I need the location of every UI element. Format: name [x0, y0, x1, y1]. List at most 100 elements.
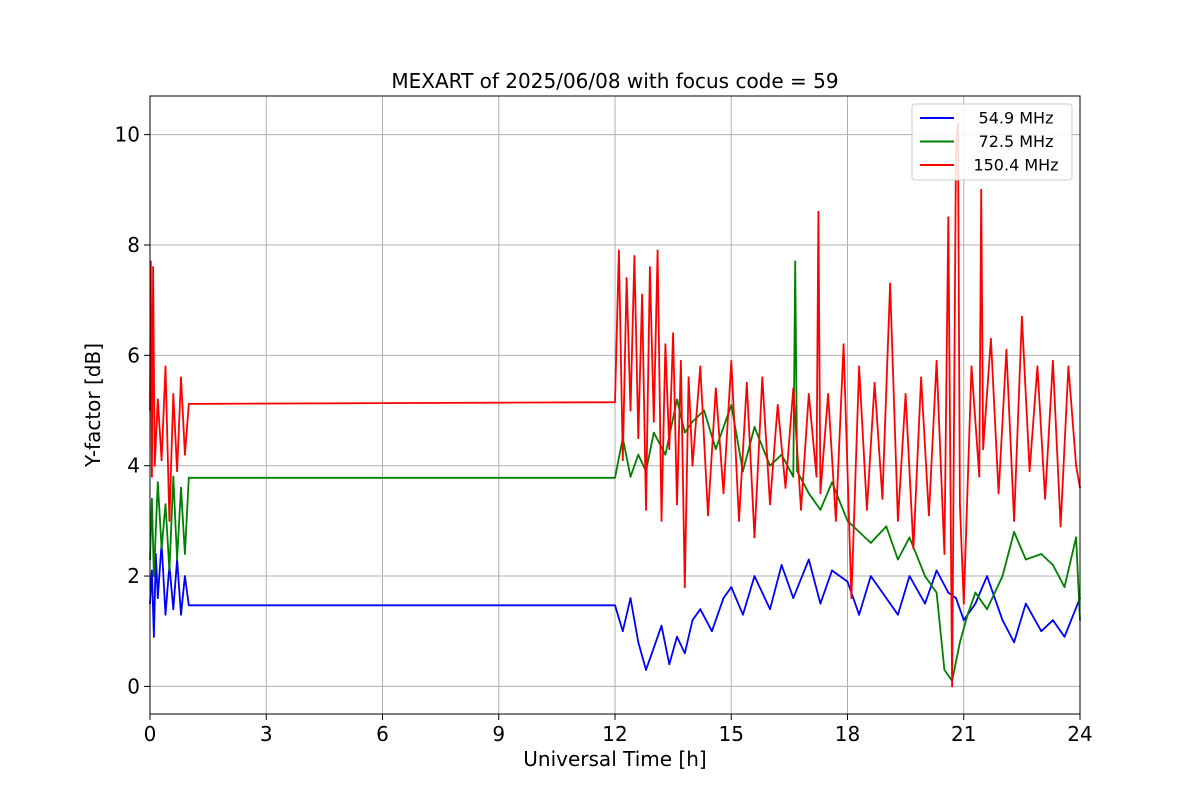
data-point: [621, 459, 624, 462]
y-axis-label: Y-factor [dB]: [81, 343, 105, 468]
data-point: [1028, 470, 1031, 473]
data-point: [652, 431, 655, 434]
data-point: [683, 652, 686, 655]
data-point: [935, 569, 938, 572]
plot-series: [149, 122, 1081, 688]
data-point: [187, 476, 190, 479]
data-point: [699, 365, 702, 368]
data-point: [869, 575, 872, 577]
data-point: [866, 508, 868, 511]
data-point: [160, 547, 163, 550]
data-point: [172, 475, 175, 478]
data-point: [187, 604, 190, 607]
data-point: [184, 575, 186, 577]
y-tick-label: 8: [127, 233, 140, 257]
data-point: [668, 663, 671, 666]
data-point: [730, 404, 733, 406]
data-point: [1013, 531, 1015, 533]
data-point: [1052, 619, 1054, 622]
data-point: [753, 426, 756, 428]
data-point: [753, 575, 756, 577]
data-point: [1075, 536, 1077, 539]
data-point: [745, 382, 748, 384]
data-point: [156, 481, 159, 484]
data-point: [908, 536, 911, 539]
x-tick-label: 0: [144, 722, 157, 746]
data-point: [676, 398, 678, 401]
x-tick-label: 3: [260, 722, 273, 746]
data-point: [858, 613, 860, 616]
data-point: [966, 613, 969, 616]
data-point: [187, 403, 190, 405]
data-point: [986, 608, 988, 611]
data-point: [649, 266, 651, 268]
data-point: [780, 564, 783, 566]
data-point: [151, 497, 153, 500]
data-point: [846, 520, 849, 522]
data-point: [928, 514, 930, 517]
data-point: [633, 255, 636, 257]
data-point: [711, 630, 713, 633]
data-point: [792, 597, 795, 599]
data-point: [962, 619, 965, 622]
data-point: [160, 459, 163, 462]
data-point: [831, 481, 833, 484]
data-point: [924, 575, 926, 577]
data-point: [180, 613, 182, 616]
data-point: [1044, 497, 1046, 500]
data-point: [792, 475, 795, 478]
data-point: [699, 608, 702, 611]
data-point: [846, 580, 849, 583]
data-point: [641, 293, 643, 296]
data-point: [153, 464, 156, 467]
x-tick-label: 6: [376, 722, 389, 746]
data-point: [769, 464, 771, 467]
data-point: [889, 282, 891, 285]
data-point: [959, 641, 961, 644]
data-point: [722, 492, 725, 495]
data-point: [730, 586, 733, 588]
data-point: [1052, 360, 1054, 362]
data-point: [629, 597, 632, 599]
y-tick-label: 4: [127, 454, 140, 478]
data-point: [668, 448, 671, 450]
data-point: [184, 553, 186, 555]
data-point: [776, 404, 779, 406]
data-point: [153, 575, 155, 577]
x-axis-label: Universal Time [h]: [523, 747, 706, 771]
data-point: [974, 591, 977, 594]
data-point: [714, 448, 717, 450]
data-point: [794, 260, 797, 263]
data-point: [614, 401, 616, 404]
data-point: [722, 597, 725, 599]
data-point: [645, 669, 647, 671]
data-point: [180, 376, 182, 379]
data-point: [1063, 635, 1066, 638]
data-point: [180, 486, 182, 489]
data-point: [881, 497, 884, 500]
data-point: [943, 553, 946, 555]
data-point: [687, 376, 690, 379]
data-point: [819, 492, 822, 495]
y-tick-label: 10: [115, 123, 140, 147]
data-point: [819, 508, 822, 511]
data-point: [986, 575, 988, 577]
data-point: [164, 365, 167, 368]
data-point: [1005, 348, 1008, 351]
data-point: [947, 591, 950, 594]
data-point: [1059, 525, 1062, 528]
data-point: [629, 475, 632, 478]
data-point: [815, 475, 818, 478]
data-point: [955, 597, 957, 599]
data-point: [819, 602, 822, 605]
legend: 54.9 MHz 72.5 MHz 150.4 MHz: [911, 103, 1073, 181]
x-tick-label: 24: [1067, 722, 1092, 746]
data-point: [176, 470, 179, 473]
data-point: [156, 597, 159, 599]
y-tick-label: 2: [127, 564, 140, 588]
data-point: [943, 669, 946, 671]
data-point: [691, 619, 694, 622]
data-point: [703, 409, 705, 412]
data-point: [664, 453, 667, 456]
data-point: [164, 613, 167, 616]
